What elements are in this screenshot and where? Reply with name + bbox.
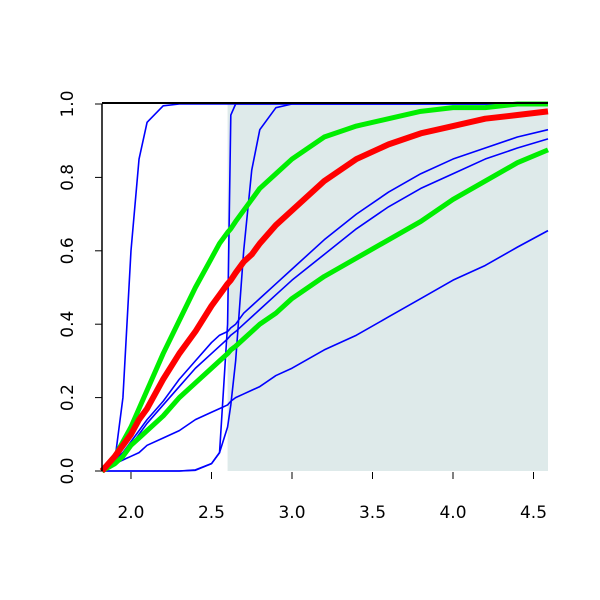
x-tick-label: 2.0 bbox=[117, 503, 144, 523]
series-line bbox=[101, 229, 549, 472]
y-tick-label: 0.6 bbox=[58, 237, 78, 264]
series-line bbox=[101, 128, 549, 472]
y-tick-label: 0.0 bbox=[58, 457, 78, 484]
series-line bbox=[100, 101, 548, 473]
y-tick-label: 1.0 bbox=[58, 90, 78, 117]
x-tick-label: 4.5 bbox=[520, 503, 547, 523]
x-tick-label: 3.5 bbox=[359, 503, 386, 523]
y-tick-label: 0.2 bbox=[58, 384, 78, 411]
series-line bbox=[99, 108, 549, 473]
x-tick-label: 3.0 bbox=[278, 503, 305, 523]
y-tick-label: 0.8 bbox=[58, 164, 78, 191]
shaded-region bbox=[227, 104, 549, 471]
y-tick-label: 0.4 bbox=[58, 311, 78, 338]
series-line bbox=[101, 138, 549, 472]
x-tick-label: 4.0 bbox=[439, 503, 466, 523]
x-tick-label: 2.5 bbox=[198, 503, 225, 523]
series-line bbox=[100, 147, 549, 474]
